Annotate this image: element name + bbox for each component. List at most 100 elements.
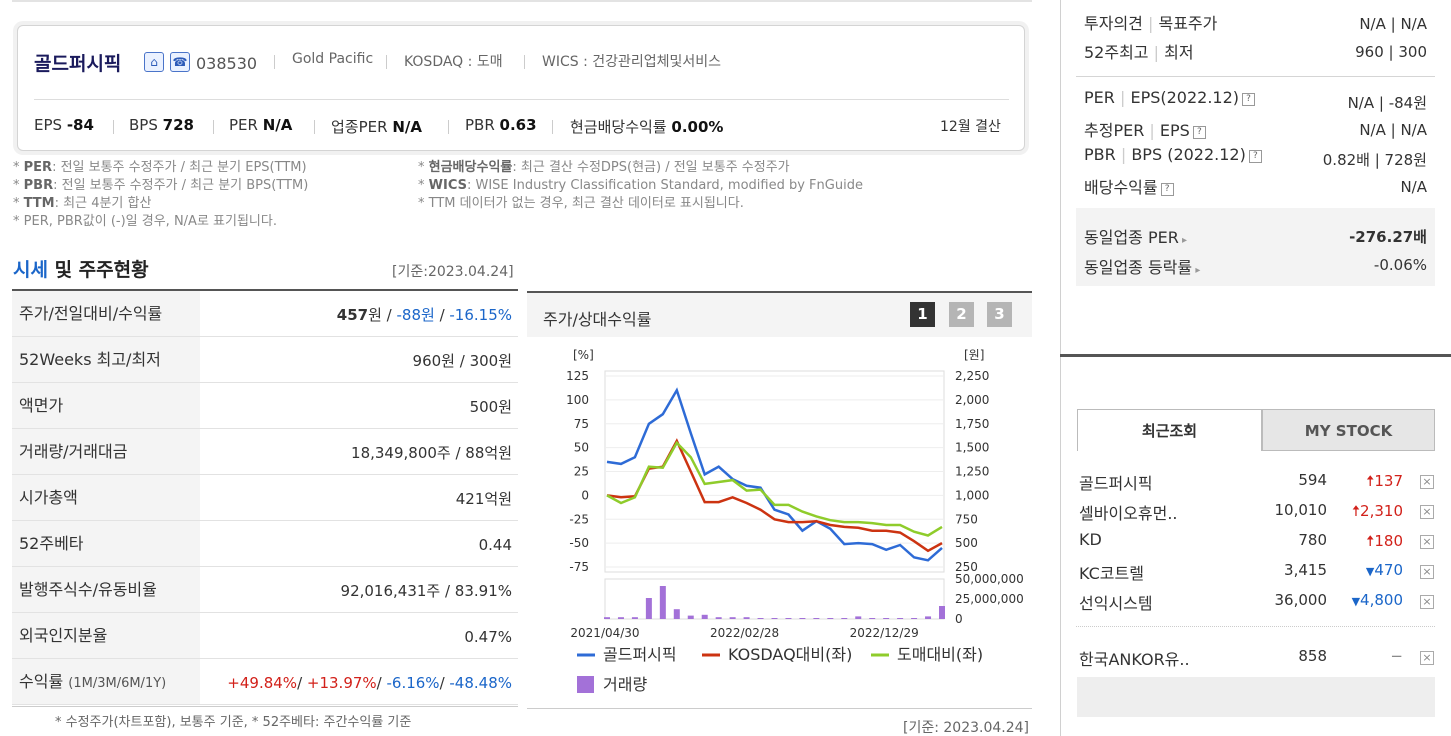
volume-bar [813, 618, 820, 619]
opinion-value: N/A | N/A [1359, 15, 1427, 33]
tab-my-stock[interactable]: MY STOCK [1262, 409, 1435, 451]
recent-item-price: 594 [1298, 471, 1327, 489]
row-label: 외국인지분율 [12, 613, 200, 658]
volume-bar [883, 618, 890, 619]
chart-period-button-2[interactable]: 2 [949, 302, 974, 327]
legend-label: KOSDAQ대비(좌) [728, 645, 852, 664]
english-name: Gold Pacific [292, 51, 374, 67]
recent-item-price: 3,415 [1284, 561, 1327, 579]
section-basis-date: [기준:2023.04.24] [392, 264, 514, 280]
recent-item-name[interactable]: 셀바이오휴먼.. [1079, 504, 1178, 523]
ir-icon[interactable]: ☎ [170, 52, 190, 72]
volume-bar [673, 609, 680, 619]
row-label: 52Weeks 최고/최저 [12, 337, 200, 382]
row-value: 500원 [469, 398, 512, 416]
volume-bar [757, 618, 764, 619]
help-icon[interactable]: ? [1242, 93, 1256, 106]
recent-item-name[interactable]: 한국ANKOR유.. [1079, 650, 1190, 669]
remove-icon[interactable]: × [1420, 475, 1434, 489]
note-line: * TTM 데이터가 없는 경우, 최근 결산 데이터로 표시됩니다. [418, 196, 744, 211]
recent-item[interactable]: KD 780 🠅180 × [1077, 526, 1435, 556]
company-card: 골드퍼시픽 ⌂ ☎ 038530 Gold Pacific KOSDAQ : 도… [17, 25, 1025, 151]
recent-item[interactable]: 선익시스템 36,000 ▼4,800 × [1077, 586, 1435, 616]
recent-item[interactable]: 셀바이오휴먼.. 10,010 🠅2,310 × [1077, 496, 1435, 526]
right-tick-label: 1,500 [955, 441, 989, 455]
company-name[interactable]: 골드퍼시픽 [34, 53, 122, 75]
volume-bar [645, 598, 652, 619]
volume-bar [659, 586, 666, 619]
chart-title: 주가/상대수익률 [543, 310, 652, 329]
recent-item-change: 🠅2,310 [1351, 502, 1403, 520]
row-label: 발행주식수/유동비율 [12, 567, 200, 612]
note-line: * PBR: 전일 보통주 수정주가 / 최근 분기 BPS(TTM) [13, 178, 309, 193]
remove-icon[interactable]: × [1420, 565, 1434, 579]
x-tick-label: 2022/02/28 [710, 626, 779, 640]
volume-tick-label: 25,000,000 [955, 592, 1024, 606]
price-relative-return-chart: 1251007550250-25-50-752,2502,0001,7501,5… [566, 348, 1024, 694]
recent-item-name[interactable]: 선익시스템 [1079, 594, 1153, 613]
volume-bar [827, 618, 834, 619]
chart-period-button-1[interactable]: 1 [910, 302, 935, 327]
note-line: * PER, PBR값이 (-)일 경우, N/A로 표기됩니다. [13, 214, 277, 229]
series-line [606, 387, 943, 562]
industry-per-value: -276.27배 [1349, 228, 1427, 246]
help-icon[interactable]: ? [1192, 126, 1206, 139]
market-data-table: 주가/전일대비/수익률 457원 / -88원 / -16.15% 52Week… [12, 289, 518, 705]
row-label: 수익률 (1M/3M/6M/1Y) [12, 659, 200, 704]
left-tick-label: 50 [574, 441, 589, 455]
week52-value: 960 | 300 [1355, 43, 1427, 61]
volume-bar [617, 617, 624, 619]
row-label: 주가/전일대비/수익률 [12, 291, 200, 336]
tab-recent[interactable]: 최근조회 [1077, 409, 1262, 451]
bps-stat: BPS 728 [129, 116, 194, 134]
help-icon[interactable]: ? [1160, 183, 1174, 196]
up-arrow-icon: 🠅 [1366, 472, 1375, 490]
notes-left: * PER: 전일 보통주 수정주가 / 최근 분기 EPS(TTM) * PB… [13, 159, 308, 231]
left-tick-label: 100 [566, 393, 589, 407]
recent-item[interactable]: KC코트렐 3,415 ▼470 × [1077, 556, 1435, 586]
help-icon[interactable]: ? [1248, 150, 1262, 163]
top-divider [12, 0, 1032, 2]
per-label: PER | EPS(2022.12)? [1084, 88, 1256, 107]
chart-header: 주가/상대수익률 1 2 3 [527, 291, 1032, 337]
volume-bar [897, 618, 904, 619]
week52-label: 52주최고 | 최저 [1084, 43, 1194, 62]
recent-item[interactable]: 골드퍼시픽 594 🠅137 × [1077, 466, 1435, 496]
recent-item-name[interactable]: 골드퍼시픽 [1079, 474, 1153, 493]
right-panel-border [1060, 0, 1061, 736]
dividend-yield-stat: 현금배당수익률 0.00% [570, 118, 724, 136]
industry-per-label[interactable]: 동일업종 PER ▸ [1084, 228, 1188, 247]
separator [213, 120, 214, 134]
series-line [606, 440, 943, 537]
remove-icon[interactable]: × [1420, 595, 1434, 609]
remove-icon[interactable]: × [1420, 505, 1434, 519]
market-info: KOSDAQ : 도매 [404, 54, 503, 70]
table-bottom-line [12, 706, 518, 707]
remove-icon[interactable]: × [1420, 535, 1434, 549]
chart-period-button-3[interactable]: 3 [987, 302, 1012, 327]
row-value: 0.44 [478, 536, 512, 554]
remove-icon[interactable]: × [1420, 651, 1434, 665]
left-tick-label: 25 [574, 465, 589, 479]
legend-label: 거래량 [603, 675, 647, 694]
wics-info: WICS : 건강관리업체및서비스 [542, 54, 722, 70]
volume-bar [911, 618, 918, 619]
panel-separator [1060, 354, 1451, 357]
recent-item-name[interactable]: KC코트렐 [1079, 564, 1144, 583]
left-tick-label: 75 [574, 417, 589, 431]
up-arrow-icon: 🠅 [1366, 532, 1375, 550]
right-tick-label: 1,750 [955, 417, 989, 431]
row-label: 52주베타 [12, 521, 200, 566]
volume-bar [701, 614, 708, 619]
volume-bar [799, 618, 806, 619]
volume-bar [687, 615, 694, 619]
row-label: 액면가 [12, 383, 200, 428]
recent-item-name[interactable]: KD [1079, 530, 1102, 549]
volume-bar [855, 616, 862, 619]
left-tick-label: -75 [569, 560, 589, 574]
recent-item[interactable]: 한국ANKOR유.. 858 − × [1077, 642, 1435, 672]
chart-basis-date: [기준: 2023.04.24] [903, 720, 1030, 736]
industry-rate-label[interactable]: 동일업종 등락률 ▸ [1084, 258, 1201, 277]
home-icon[interactable]: ⌂ [144, 52, 164, 72]
right-tick-label: 250 [955, 560, 978, 574]
